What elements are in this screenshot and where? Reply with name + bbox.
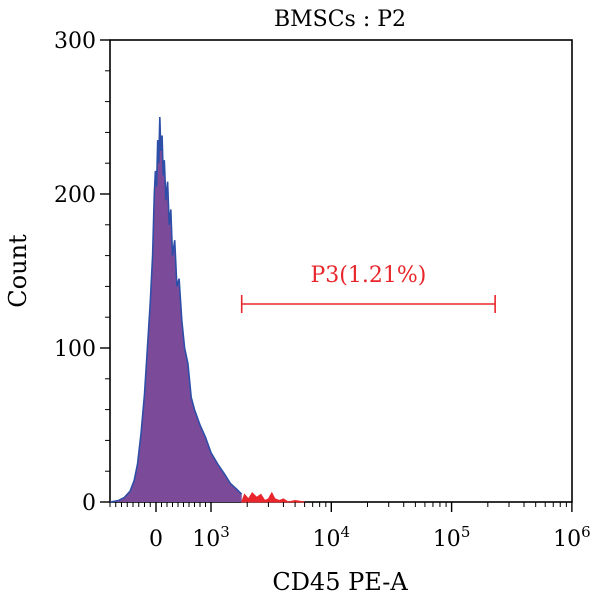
gate-p3: P3(1.21%) [240, 263, 496, 313]
histogram-outline [109, 116, 243, 503]
histogram-area [110, 117, 242, 502]
x-tick-exponent: 4 [341, 523, 351, 541]
x-tick-label: 103 [192, 523, 230, 552]
plot-frame [109, 39, 573, 503]
y-axis: 0 100 200 300 [54, 29, 110, 516]
x-tick-exponent: 6 [581, 523, 591, 541]
histogram-series [109, 116, 305, 503]
x-tick-label: 105 [433, 523, 471, 552]
y-tick-label: 0 [82, 491, 96, 516]
x-tick-exponent: 3 [220, 523, 230, 541]
y-tick-label: 200 [54, 183, 96, 208]
x-axis: 0 103 104 105 106 [109, 502, 591, 552]
x-tick-exponent: 5 [461, 523, 471, 541]
histogram-gated-area [240, 491, 305, 503]
x-tick-label: 104 [313, 523, 351, 552]
chart-title: BMSCs : P2 [274, 7, 406, 32]
gate-label: P3(1.21%) [310, 263, 426, 288]
y-axis-label: Count [4, 234, 32, 308]
x-tick-label: 0 [149, 527, 163, 552]
x-axis-label: CD45 PE-A [272, 568, 408, 596]
y-tick-label: 100 [54, 337, 96, 362]
x-tick-label: 106 [553, 523, 591, 552]
y-tick-label: 300 [54, 29, 96, 54]
